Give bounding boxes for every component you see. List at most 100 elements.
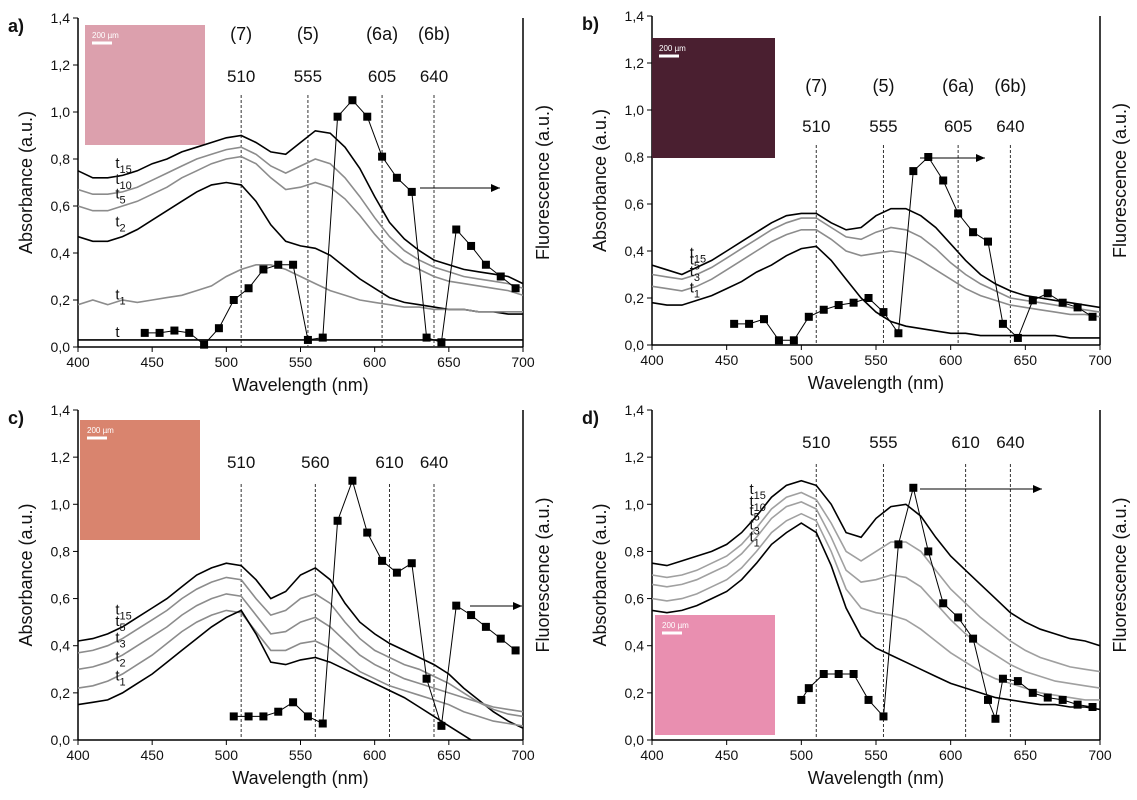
y-tick-label: 0,0 — [51, 339, 71, 355]
x-tick-label: 450 — [140, 747, 164, 763]
absorbance-curve — [78, 593, 523, 713]
panel-label: b) — [582, 14, 599, 34]
fluorescence-marker — [797, 695, 806, 704]
x-tick-label: 400 — [66, 354, 90, 370]
fluorescence-marker — [939, 176, 948, 185]
curve-label: t — [115, 324, 120, 341]
scale-label: 200 µm — [87, 426, 114, 435]
inset-image — [80, 420, 200, 540]
absorbance-curve — [78, 609, 523, 727]
peak-wavelength: 640 — [420, 453, 448, 472]
panel-label: d) — [582, 408, 599, 428]
fluorescence-marker — [834, 670, 843, 678]
y-tick-label: 1,4 — [51, 10, 71, 26]
peak-wavelength: 605 — [368, 67, 396, 86]
x-tick-label: 700 — [511, 747, 535, 763]
curve-label: t2 — [115, 214, 125, 235]
fluorescence-marker — [481, 622, 490, 631]
y-tick-label: 0,2 — [625, 685, 645, 701]
y-tick-label: 0,2 — [51, 685, 71, 701]
peak-wavelength: 640 — [996, 117, 1024, 136]
fluorescence-line — [800, 487, 1093, 721]
fluorescence-marker — [274, 707, 283, 716]
curve-label: t5 — [690, 251, 700, 272]
fluorescence-marker — [511, 284, 520, 293]
fluorescence-line — [734, 156, 1093, 341]
fluorescence-marker — [1088, 312, 1097, 321]
arrow-head — [1033, 485, 1042, 493]
panel-label: c) — [8, 408, 24, 428]
x-axis-label: Wavelength (nm) — [232, 768, 368, 788]
y-tick-label: 0,4 — [51, 245, 71, 261]
y-tick-label: 0,6 — [625, 196, 645, 212]
peak-wavelength: 640 — [996, 433, 1024, 452]
fluorescence-line — [233, 479, 516, 727]
fluorescence-marker — [274, 260, 283, 269]
fluorescence-marker — [954, 613, 963, 622]
fluorescence-marker — [1073, 303, 1082, 312]
y-tick-label: 0,6 — [51, 198, 71, 214]
absorbance-curve — [78, 129, 523, 285]
inset-image — [85, 25, 205, 145]
x-tick-label: 500 — [215, 747, 239, 763]
y-axis-label: Absorbance (a.u.) — [590, 503, 610, 646]
fluorescence-marker — [924, 153, 933, 161]
fluorescence-marker — [909, 167, 918, 176]
y2-axis-label: Fluorescence (a.u.) — [1110, 497, 1130, 652]
fluorescence-marker — [185, 328, 194, 337]
fluorescence-marker — [496, 272, 505, 281]
y2-axis-label: Fluorescence (a.u.) — [1110, 103, 1130, 258]
curve-label: t1 — [115, 667, 125, 688]
fluorescence-marker — [422, 674, 431, 683]
fluorescence-marker — [954, 209, 963, 218]
fluorescence-marker — [1043, 693, 1052, 702]
fluorescence-marker — [467, 611, 476, 620]
fluorescence-marker — [894, 540, 903, 549]
fluorescence-marker — [1058, 695, 1067, 704]
peak-wavelength: 640 — [420, 67, 448, 86]
x-tick-label: 500 — [790, 747, 814, 763]
fluorescence-marker — [939, 599, 948, 608]
peak-wavelength: 510 — [227, 453, 255, 472]
fluorescence-marker — [348, 476, 357, 485]
fluorescence-marker — [849, 670, 858, 678]
fluorescence-marker — [318, 333, 327, 342]
y-tick-label: 1,0 — [625, 102, 645, 118]
fluorescence-marker — [214, 324, 223, 333]
x-tick-label: 600 — [939, 352, 963, 368]
curve-label: t2 — [115, 649, 125, 670]
fluorescence-marker — [392, 173, 401, 182]
y-tick-label: 0,0 — [625, 732, 645, 748]
peak-wavelength: 555 — [869, 117, 897, 136]
x-tick-label: 550 — [289, 354, 313, 370]
peak-band: (6a) — [942, 76, 974, 96]
x-tick-label: 400 — [66, 747, 90, 763]
peak-wavelength: 555 — [869, 433, 897, 452]
curve-label: t15 — [749, 481, 765, 502]
y2-axis-label: Fluorescence (a.u.) — [533, 105, 553, 260]
panel-label: a) — [8, 16, 24, 36]
fluorescence-marker — [452, 601, 461, 610]
x-tick-label: 600 — [363, 747, 387, 763]
absorbance-curve — [652, 229, 1100, 318]
fluorescence-marker — [348, 96, 357, 105]
fluorescence-marker — [969, 228, 978, 237]
fluorescence-marker — [229, 712, 238, 721]
y2-axis-label: Fluorescence (a.u.) — [533, 497, 553, 652]
x-axis-label: Wavelength (nm) — [808, 373, 944, 393]
fluorescence-marker — [834, 301, 843, 310]
y-tick-label: 1,2 — [625, 55, 645, 71]
y-tick-label: 1,2 — [625, 449, 645, 465]
y-tick-label: 1,0 — [51, 496, 71, 512]
peak-wavelength: 610 — [375, 453, 403, 472]
curve-label: t5 — [749, 502, 759, 523]
fluorescence-marker — [819, 305, 828, 314]
x-tick-label: 500 — [215, 354, 239, 370]
scale-label: 200 µm — [662, 621, 689, 630]
x-axis-label: Wavelength (nm) — [808, 768, 944, 788]
x-tick-label: 700 — [1088, 352, 1112, 368]
peak-wavelength: 510 — [802, 117, 830, 136]
absorbance-curve — [652, 501, 1100, 689]
fluorescence-marker — [969, 634, 978, 643]
y-tick-label: 0,8 — [51, 151, 71, 167]
